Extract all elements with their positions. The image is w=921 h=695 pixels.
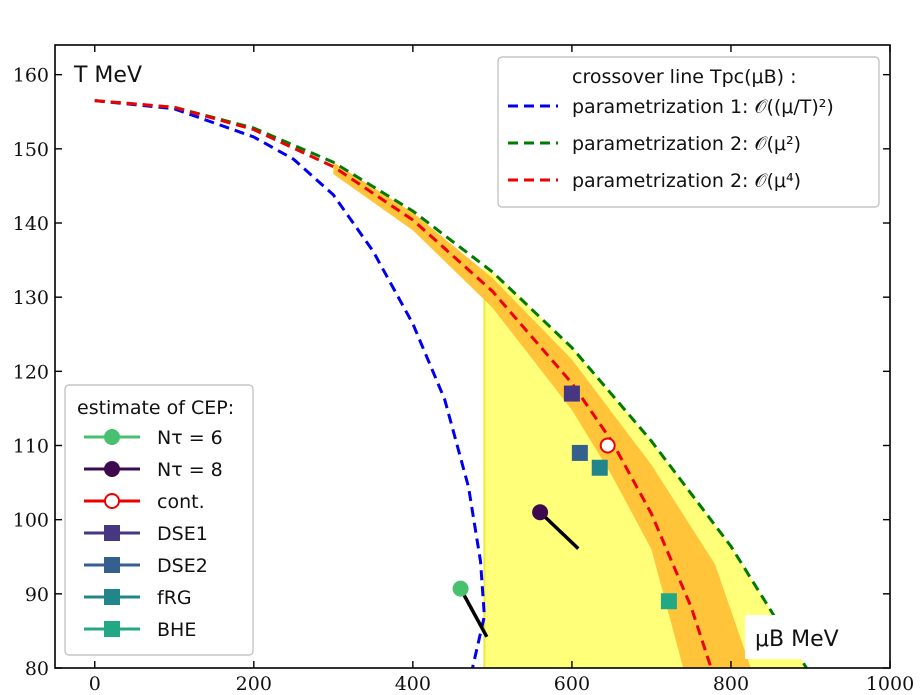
crossover-line-3 xyxy=(94,99,713,668)
cep-legend-marker xyxy=(104,525,120,541)
crossover-lines xyxy=(94,99,808,668)
cep-legend-label: BHE xyxy=(157,619,196,641)
uncertainty-bands xyxy=(333,162,807,668)
cep-marker-dse1 xyxy=(563,385,580,402)
axis-ticks: 0 200 400 600 800 1000 80 90 100 110 120 130 140 150 1… xyxy=(13,45,914,695)
cep-error-bar-n-6 xyxy=(459,587,489,638)
cep-legend-marker xyxy=(104,557,120,573)
cep-legend-label: Nτ = 6 xyxy=(157,427,223,449)
y-tick-label: 150 xyxy=(13,139,49,161)
x-axis-title: μB MeV xyxy=(755,627,839,652)
cep-legend-label: Nτ = 8 xyxy=(157,459,223,481)
x-tick-label: 200 xyxy=(236,673,272,695)
cep-legend-label: DSE1 xyxy=(157,523,208,545)
cep-legend-marker xyxy=(104,621,120,637)
plot-frame xyxy=(54,44,891,669)
cep-legend-marker xyxy=(104,589,120,605)
crossover-legend-box xyxy=(497,56,880,208)
y-tick-label: 120 xyxy=(13,361,49,383)
y-tick-label: 90 xyxy=(25,584,49,606)
cep-marker-cont xyxy=(599,437,616,454)
uncertainty-band-2 xyxy=(333,162,751,668)
y-tick-label: 160 xyxy=(13,65,49,87)
cep-estimates xyxy=(452,385,677,638)
x-axis-title-box xyxy=(745,615,870,659)
y-tick-label: 80 xyxy=(25,658,49,680)
cep-legend-marker xyxy=(104,493,120,509)
crossover-legend: crossover line Tpc(μB) : parametrization… xyxy=(497,56,880,208)
cep-legend-label: fRG xyxy=(157,587,192,609)
cep-marker-bhe xyxy=(660,593,677,610)
cep-legend-label: DSE2 xyxy=(157,555,208,577)
cep-legend-label: cont. xyxy=(157,491,205,513)
crossover-line-1 xyxy=(94,99,486,668)
crossover-legend-label: parametrization 1: 𝒪((μ/T)²) xyxy=(572,96,834,118)
crossover-legend-label: parametrization 2: 𝒪(μ⁴) xyxy=(572,170,801,192)
cep-marker-n-8 xyxy=(532,504,549,521)
cep-legend: estimate of CEP: Nτ = 6 Nτ = 8 cont. DSE1 DS… xyxy=(64,384,254,656)
y-tick-label: 130 xyxy=(13,287,49,309)
x-tick-label: 1000 xyxy=(866,673,914,695)
cep-legend-title: estimate of CEP: xyxy=(77,397,234,419)
cep-legend-marker xyxy=(104,429,120,445)
x-tick-label: 600 xyxy=(554,673,590,695)
cep-marker-frg xyxy=(591,459,608,476)
y-tick-label: 110 xyxy=(13,436,49,458)
cep-marker-dse2 xyxy=(571,444,588,461)
y-axis-title: T MeV xyxy=(73,63,142,88)
y-tick-label: 140 xyxy=(13,213,49,235)
cep-marker-n-6 xyxy=(452,580,469,597)
crossover-legend-title: crossover line Tpc(μB) : xyxy=(572,66,797,88)
cep-legend-marker xyxy=(104,461,120,477)
x-tick-label: 0 xyxy=(89,673,101,695)
crossover-legend-label: parametrization 2: 𝒪(μ²) xyxy=(572,133,801,155)
y-tick-label: 100 xyxy=(13,510,49,532)
x-tick-label: 400 xyxy=(395,673,431,695)
cep-legend-box xyxy=(64,384,254,656)
cep-error-bar-n-8 xyxy=(538,510,580,550)
x-tick-label: 800 xyxy=(713,673,749,695)
